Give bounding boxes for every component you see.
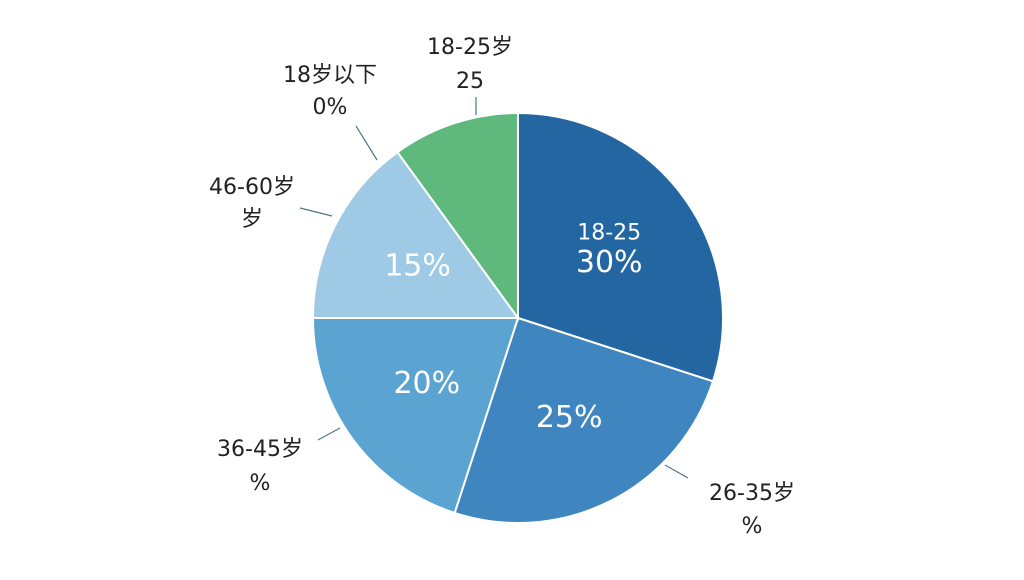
slice	[453, 316, 715, 524]
slice-label: 25%	[536, 400, 603, 435]
slice-label: 20%	[393, 366, 460, 401]
annotation: 18岁以下	[283, 63, 377, 88]
pie	[311, 111, 724, 524]
annotation: %	[742, 514, 763, 539]
annotation: 25	[456, 69, 484, 94]
slice-label: 30%	[576, 245, 643, 280]
annotation: %	[250, 471, 271, 496]
annotation: 岁	[241, 207, 263, 232]
leader-line	[664, 464, 689, 479]
slice	[311, 150, 520, 319]
annotation: 0%	[313, 95, 348, 120]
annotation: 26-35岁	[709, 481, 795, 506]
slice-text: 18-25	[577, 221, 641, 246]
leader-line	[299, 207, 333, 217]
leader-line	[317, 427, 341, 441]
leader-line	[355, 125, 378, 161]
slice	[517, 111, 724, 383]
annotation: 46-60岁	[209, 175, 295, 200]
slice	[396, 111, 519, 322]
slice	[311, 317, 520, 515]
slice-label: 15%	[384, 248, 451, 283]
annotation: 18-25岁	[427, 35, 513, 60]
annotation: 36-45岁	[217, 437, 303, 462]
